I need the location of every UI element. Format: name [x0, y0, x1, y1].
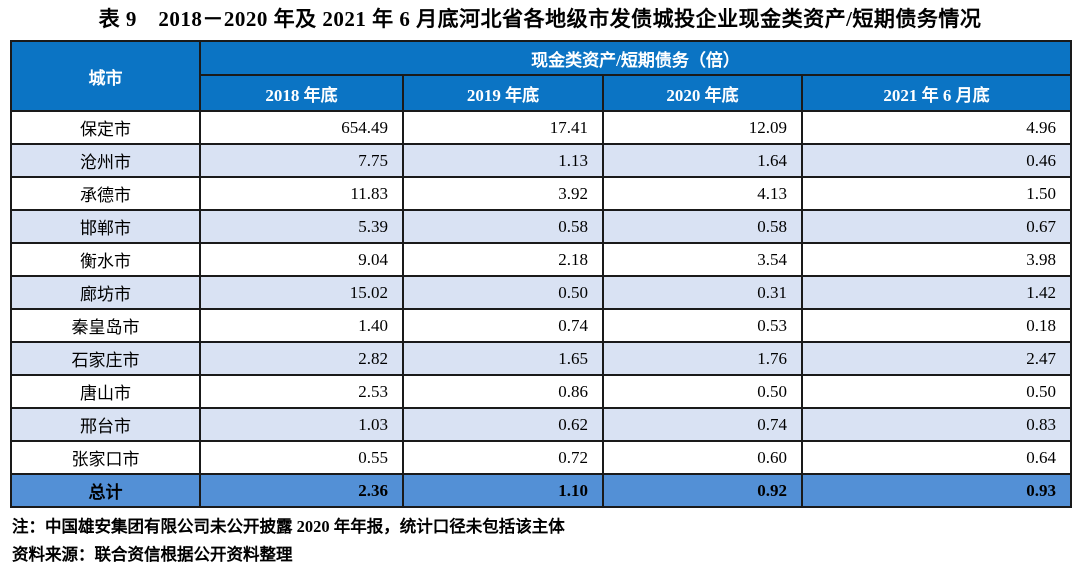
footnotes: 注：中国雄安集团有限公司未公开披露 2020 年年报，统计口径未包括该主体 资料… — [10, 513, 1070, 567]
value-cell: 3.98 — [800, 242, 1073, 277]
city-cell: 邢台市 — [10, 407, 201, 442]
header-row-group: 城市 现金类资产/短期债务（倍） — [10, 40, 1073, 112]
city-cell: 保定市 — [10, 110, 201, 145]
table-header: 城市 现金类资产/短期债务（倍） 2018 年底 2019 年底 2020 年底… — [10, 40, 1073, 112]
header-city: 城市 — [10, 40, 201, 112]
value-cell: 3.54 — [602, 242, 803, 277]
value-cell: 0.83 — [800, 407, 1073, 442]
value-cell: 0.18 — [800, 308, 1073, 343]
value-cell: 2.53 — [199, 374, 404, 409]
total-value-cell: 1.10 — [402, 473, 604, 508]
table-row: 承德市 11.83 3.92 4.13 1.50 — [10, 176, 1073, 211]
header-metric-group: 现金类资产/短期债务（倍） — [198, 40, 1073, 76]
value-cell: 0.62 — [402, 407, 604, 442]
header-period-2018: 2018 年底 — [199, 74, 404, 112]
value-cell: 4.96 — [800, 110, 1073, 145]
header-period-2020: 2020 年底 — [602, 74, 803, 112]
value-cell: 11.83 — [199, 176, 404, 211]
value-cell: 1.42 — [800, 275, 1073, 310]
value-cell: 1.65 — [402, 341, 604, 376]
table-row: 衡水市 9.04 2.18 3.54 3.98 — [10, 242, 1073, 277]
table-row: 石家庄市 2.82 1.65 1.76 2.47 — [10, 341, 1073, 376]
page-title: 表 9 2018－2020 年及 2021 年 6 月底河北省各地级市发债城投企… — [98, 7, 982, 31]
table-row: 秦皇岛市 1.40 0.74 0.53 0.18 — [10, 308, 1073, 343]
cash-to-short-term-debt-table: 城市 现金类资产/短期债务（倍） 2018 年底 2019 年底 2020 年底… — [10, 40, 1073, 508]
value-cell: 654.49 — [199, 110, 404, 145]
table-row: 张家口市 0.55 0.72 0.60 0.64 — [10, 440, 1073, 475]
value-cell: 0.50 — [402, 275, 604, 310]
header-period-2019: 2019 年底 — [402, 74, 604, 112]
city-cell: 沧州市 — [10, 143, 201, 178]
city-cell: 承德市 — [10, 176, 201, 211]
table-row: 邯郸市 5.39 0.58 0.58 0.67 — [10, 209, 1073, 244]
value-cell: 2.47 — [800, 341, 1073, 376]
total-value-cell: 0.92 — [602, 473, 803, 508]
value-cell: 7.75 — [199, 143, 404, 178]
city-cell: 衡水市 — [10, 242, 201, 277]
value-cell: 0.67 — [800, 209, 1073, 244]
value-cell: 17.41 — [402, 110, 604, 145]
note-line: 注：中国雄安集团有限公司未公开披露 2020 年年报，统计口径未包括该主体 — [12, 517, 565, 536]
value-cell: 1.50 — [800, 176, 1073, 211]
value-cell: 0.46 — [800, 143, 1073, 178]
city-cell: 廊坊市 — [10, 275, 201, 310]
value-cell: 0.86 — [402, 374, 604, 409]
value-cell: 0.58 — [602, 209, 803, 244]
value-cell: 3.92 — [402, 176, 604, 211]
city-cell: 唐山市 — [10, 374, 201, 409]
total-label-cell: 总计 — [10, 473, 201, 508]
value-cell: 4.13 — [602, 176, 803, 211]
value-cell: 0.64 — [800, 440, 1073, 475]
value-cell: 1.40 — [199, 308, 404, 343]
city-cell: 石家庄市 — [10, 341, 201, 376]
city-cell: 邯郸市 — [10, 209, 201, 244]
value-cell: 1.03 — [199, 407, 404, 442]
value-cell: 0.55 — [199, 440, 404, 475]
value-cell: 2.82 — [199, 341, 404, 376]
value-cell: 0.74 — [402, 308, 604, 343]
total-row: 总计 2.36 1.10 0.92 0.93 — [10, 473, 1073, 508]
value-cell: 1.13 — [402, 143, 604, 178]
table-row: 唐山市 2.53 0.86 0.50 0.50 — [10, 374, 1073, 409]
value-cell: 0.50 — [602, 374, 803, 409]
value-cell: 0.72 — [402, 440, 604, 475]
value-cell: 1.64 — [602, 143, 803, 178]
value-cell: 0.50 — [800, 374, 1073, 409]
table-body: 保定市 654.49 17.41 12.09 4.96 沧州市 7.75 1.1… — [10, 110, 1073, 508]
value-cell: 0.58 — [402, 209, 604, 244]
value-cell: 5.39 — [199, 209, 404, 244]
table-row: 沧州市 7.75 1.13 1.64 0.46 — [10, 143, 1073, 178]
total-value-cell: 0.93 — [800, 473, 1073, 508]
table-row: 保定市 654.49 17.41 12.09 4.96 — [10, 110, 1073, 145]
value-cell: 9.04 — [199, 242, 404, 277]
table-row: 邢台市 1.03 0.62 0.74 0.83 — [10, 407, 1073, 442]
source-line: 资料来源：联合资信根据公开资料整理 — [12, 545, 293, 564]
table-row: 廊坊市 15.02 0.50 0.31 1.42 — [10, 275, 1073, 310]
value-cell: 0.53 — [602, 308, 803, 343]
value-cell: 0.74 — [602, 407, 803, 442]
city-cell: 张家口市 — [10, 440, 201, 475]
header-period-2021h1: 2021 年 6 月底 — [800, 74, 1073, 112]
value-cell: 12.09 — [602, 110, 803, 145]
value-cell: 15.02 — [199, 275, 404, 310]
value-cell: 2.18 — [402, 242, 604, 277]
city-cell: 秦皇岛市 — [10, 308, 201, 343]
value-cell: 0.31 — [602, 275, 803, 310]
value-cell: 1.76 — [602, 341, 803, 376]
value-cell: 0.60 — [602, 440, 803, 475]
header-row-periods: 2018 年底 2019 年底 2020 年底 2021 年 6 月底 — [11, 74, 1073, 112]
total-value-cell: 2.36 — [199, 473, 404, 508]
